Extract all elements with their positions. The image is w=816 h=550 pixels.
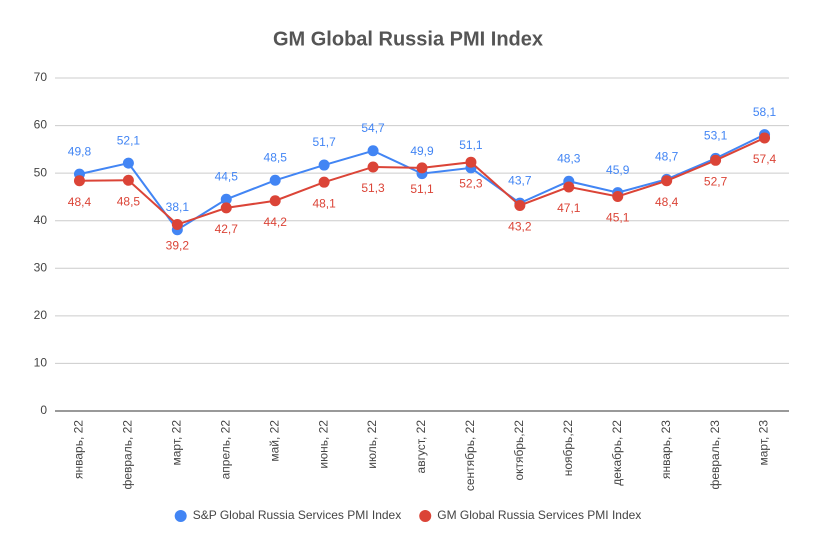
data-point bbox=[416, 162, 428, 174]
data-point bbox=[318, 176, 330, 188]
data-label: 49,8 bbox=[68, 144, 92, 158]
data-point bbox=[122, 174, 134, 186]
x-tick-label: февраль, 22 bbox=[121, 420, 135, 490]
data-point bbox=[122, 157, 134, 169]
data-label: 45,1 bbox=[606, 211, 630, 225]
x-tick-label: январь, 23 bbox=[659, 420, 673, 479]
x-tick-label: декабрь, 22 bbox=[610, 420, 624, 486]
x-tick-label: май, 22 bbox=[267, 420, 281, 462]
data-point bbox=[465, 156, 477, 168]
data-label: 54,7 bbox=[361, 121, 385, 135]
data-label: 48,1 bbox=[312, 196, 336, 210]
data-point bbox=[269, 174, 281, 186]
data-label: 48,7 bbox=[655, 149, 679, 163]
legend-label: GM Global Russia Services PMI Index bbox=[437, 508, 641, 522]
data-label: 43,7 bbox=[508, 173, 532, 187]
data-label: 38,1 bbox=[166, 200, 190, 214]
x-tick-label: март, 23 bbox=[757, 420, 771, 466]
data-point bbox=[318, 159, 330, 171]
data-label: 51,3 bbox=[361, 181, 385, 195]
data-label: 52,1 bbox=[117, 133, 141, 147]
data-label: 51,1 bbox=[459, 138, 483, 152]
data-label: 48,4 bbox=[655, 195, 679, 209]
data-label: 52,7 bbox=[704, 174, 728, 188]
data-label: 45,9 bbox=[606, 163, 630, 177]
y-tick-label: 10 bbox=[34, 356, 48, 370]
data-point bbox=[220, 202, 232, 214]
data-point bbox=[759, 132, 771, 144]
legend: S&P Global Russia Services PMI Index GM G… bbox=[174, 508, 641, 522]
y-tick-label: 50 bbox=[34, 165, 48, 179]
x-tick-label: ноябрь,22 bbox=[561, 420, 575, 477]
data-label: 48,5 bbox=[117, 194, 141, 208]
x-tick-label: февраль, 23 bbox=[708, 420, 722, 490]
data-label: 44,5 bbox=[215, 169, 239, 183]
y-tick-label: 0 bbox=[40, 403, 47, 417]
data-point bbox=[612, 190, 624, 202]
x-tick-label: июль, 22 bbox=[365, 420, 379, 469]
x-tick-label: сентябрь, 22 bbox=[463, 420, 477, 491]
data-label: 47,1 bbox=[557, 201, 581, 215]
y-tick-label: 60 bbox=[34, 118, 48, 132]
x-tick-label: октябрь,22 bbox=[512, 420, 526, 481]
data-point bbox=[661, 175, 673, 187]
data-label: 48,3 bbox=[557, 151, 581, 165]
data-label: 53,1 bbox=[704, 129, 728, 143]
x-tick-label: июнь, 22 bbox=[316, 420, 330, 469]
legend-label: S&P Global Russia Services PMI Index bbox=[193, 508, 402, 522]
data-label: 39,2 bbox=[166, 239, 190, 253]
y-tick-label: 30 bbox=[34, 260, 48, 274]
data-label: 44,2 bbox=[264, 215, 288, 229]
data-label: 42,7 bbox=[215, 222, 239, 236]
data-point bbox=[367, 161, 379, 173]
y-tick-label: 70 bbox=[34, 70, 48, 84]
y-tick-label: 20 bbox=[34, 308, 48, 322]
data-label: 58,1 bbox=[753, 105, 777, 119]
data-point bbox=[171, 219, 183, 231]
x-tick-label: март, 22 bbox=[170, 420, 184, 466]
data-label: 48,5 bbox=[264, 150, 288, 164]
data-point bbox=[367, 145, 379, 157]
data-label: 49,9 bbox=[410, 144, 434, 158]
data-label: 52,3 bbox=[459, 176, 483, 190]
data-point bbox=[220, 193, 232, 205]
x-tick-label: апрель, 22 bbox=[218, 420, 232, 480]
data-label: 48,4 bbox=[68, 195, 92, 209]
data-label: 51,1 bbox=[410, 182, 434, 196]
chart-title: GM Global Russia PMI Index bbox=[273, 28, 543, 50]
data-point bbox=[563, 181, 575, 193]
data-label: 57,4 bbox=[753, 152, 777, 166]
data-label: 43,2 bbox=[508, 220, 532, 234]
legend-marker bbox=[419, 510, 432, 522]
x-tick-label: январь, 22 bbox=[72, 420, 86, 479]
data-point bbox=[73, 175, 85, 187]
data-point bbox=[269, 195, 281, 207]
data-label: 51,7 bbox=[312, 135, 336, 149]
data-point bbox=[710, 154, 722, 166]
x-tick-label: август, 22 bbox=[414, 420, 428, 474]
legend-marker bbox=[174, 510, 187, 522]
data-point bbox=[514, 199, 526, 211]
y-tick-label: 40 bbox=[34, 213, 48, 227]
